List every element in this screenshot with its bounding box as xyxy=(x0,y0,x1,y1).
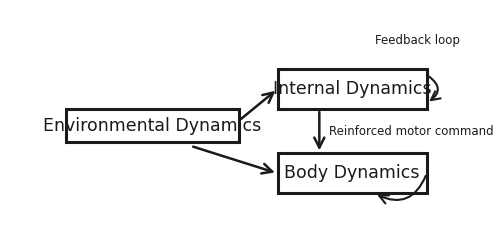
Bar xyxy=(278,69,427,109)
Bar xyxy=(66,109,239,142)
Text: Feedback loop: Feedback loop xyxy=(374,34,460,47)
Text: Body Dynamics: Body Dynamics xyxy=(284,164,420,182)
FancyArrowPatch shape xyxy=(241,93,273,119)
Text: Environmental Dynamics: Environmental Dynamics xyxy=(44,117,262,135)
Bar xyxy=(278,153,427,193)
FancyArrowPatch shape xyxy=(193,147,272,174)
FancyArrowPatch shape xyxy=(314,112,324,148)
FancyArrowPatch shape xyxy=(379,176,426,203)
Text: Internal Dynamics: Internal Dynamics xyxy=(273,80,432,98)
FancyArrowPatch shape xyxy=(429,77,440,100)
Text: Reinforced motor command: Reinforced motor command xyxy=(329,125,494,138)
